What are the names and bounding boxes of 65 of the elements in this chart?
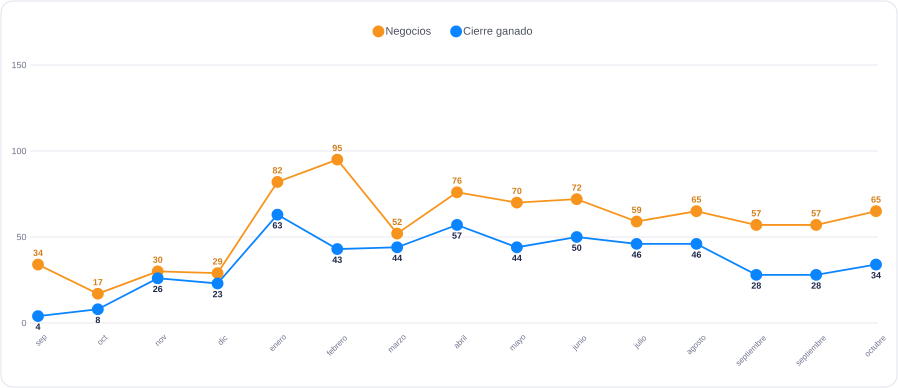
data-label: 8 bbox=[96, 316, 100, 324]
legend-label: Negocios bbox=[386, 26, 431, 37]
data-label: 4 bbox=[36, 324, 40, 330]
point bbox=[331, 243, 344, 255]
point bbox=[810, 268, 822, 281]
data-label: 76 bbox=[452, 177, 462, 184]
point bbox=[750, 268, 762, 281]
data-label: 34 bbox=[33, 250, 43, 256]
point bbox=[32, 258, 44, 270]
point bbox=[570, 231, 583, 243]
point bbox=[690, 238, 702, 250]
point bbox=[630, 238, 642, 250]
point bbox=[152, 272, 164, 284]
y-tick-label: 50 bbox=[16, 234, 26, 240]
data-label: 30 bbox=[152, 256, 162, 263]
point bbox=[451, 219, 463, 231]
point bbox=[331, 154, 344, 166]
point bbox=[630, 216, 642, 228]
data-label: 57 bbox=[811, 210, 821, 216]
data-label: 28 bbox=[811, 282, 821, 289]
point bbox=[510, 241, 523, 254]
y-tick-label: 100 bbox=[12, 148, 26, 154]
point bbox=[212, 267, 224, 280]
point bbox=[272, 208, 284, 221]
data-label: 52 bbox=[392, 218, 402, 226]
data-label: 46 bbox=[632, 251, 642, 258]
data-label: 43 bbox=[332, 256, 342, 263]
data-label: 63 bbox=[272, 222, 282, 229]
point bbox=[451, 186, 463, 198]
data-label: 65 bbox=[692, 196, 702, 203]
point bbox=[870, 205, 882, 218]
point bbox=[510, 196, 523, 208]
point bbox=[690, 205, 702, 218]
data-label: 46 bbox=[692, 251, 702, 258]
data-label: 59 bbox=[632, 206, 642, 214]
data-label: 65 bbox=[871, 196, 881, 203]
point bbox=[391, 241, 404, 254]
data-label: 70 bbox=[512, 188, 522, 194]
data-label: 17 bbox=[93, 279, 102, 286]
point bbox=[92, 303, 104, 316]
point bbox=[750, 219, 762, 231]
point bbox=[272, 176, 284, 188]
data-label: 29 bbox=[212, 258, 222, 265]
data-label: 44 bbox=[512, 254, 522, 262]
data-label: 82 bbox=[272, 167, 282, 174]
data-label: 34 bbox=[871, 272, 881, 278]
data-label: 57 bbox=[752, 210, 761, 216]
point bbox=[810, 219, 822, 231]
point bbox=[570, 193, 583, 206]
point bbox=[212, 278, 224, 290]
point bbox=[391, 228, 404, 240]
data-label: 50 bbox=[572, 244, 582, 251]
data-label: 44 bbox=[392, 254, 402, 262]
data-label: 57 bbox=[452, 232, 462, 239]
point bbox=[32, 310, 44, 322]
data-label: 26 bbox=[153, 286, 162, 292]
legend-label: Cierre ganado bbox=[464, 26, 532, 37]
data-label: 95 bbox=[332, 144, 342, 152]
data-label: 28 bbox=[752, 282, 762, 289]
point bbox=[870, 258, 882, 270]
y-tick-label: 0 bbox=[22, 320, 26, 326]
data-label: 23 bbox=[212, 290, 222, 298]
data-label: 72 bbox=[572, 184, 582, 191]
point bbox=[92, 288, 104, 300]
y-tick-label: 150 bbox=[12, 62, 26, 68]
